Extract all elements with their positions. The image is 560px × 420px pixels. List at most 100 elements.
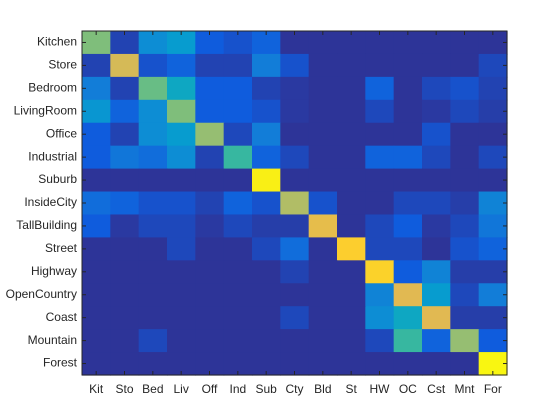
heatmap-cell	[450, 122, 480, 147]
heatmap-cell	[365, 99, 395, 124]
heatmap-cell	[393, 260, 423, 284]
heatmap-cell	[252, 99, 281, 124]
heatmap-cell	[167, 283, 196, 307]
heatmap-cell	[138, 237, 168, 261]
heatmap-cell	[82, 168, 111, 193]
x-tick-label: Liv	[173, 382, 188, 396]
heatmap-cell	[167, 76, 196, 101]
heatmap-cell	[478, 352, 508, 376]
heatmap-cell	[308, 99, 338, 124]
heatmap-cell	[223, 145, 253, 170]
heatmap-cell	[252, 237, 281, 261]
heatmap-cell	[422, 352, 451, 376]
heatmap-cell	[223, 352, 253, 376]
heatmap-cell	[337, 99, 366, 124]
heatmap-cell	[252, 122, 281, 147]
heatmap-cell	[365, 329, 395, 353]
x-tick-label: Cst	[427, 382, 446, 396]
heatmap-cell	[478, 53, 508, 78]
heatmap-cell	[195, 145, 225, 170]
heatmap-cell	[280, 168, 310, 193]
heatmap-cell	[365, 31, 395, 55]
heatmap-cell	[195, 329, 225, 353]
heatmap-cell	[195, 168, 225, 193]
heatmap-cell	[478, 99, 508, 124]
heatmap-cell	[478, 237, 508, 261]
heatmap-cell	[82, 191, 111, 216]
heatmap-cell	[110, 168, 140, 193]
heatmap-cell	[110, 53, 140, 78]
heatmap-cell	[422, 31, 451, 55]
y-tick-label: LivingRoom	[14, 103, 77, 117]
heatmap-cell	[450, 260, 480, 284]
heatmap-cell	[252, 76, 281, 101]
heatmap-cell	[450, 53, 480, 78]
heatmap-cell	[195, 283, 225, 307]
heatmap-cell	[365, 352, 395, 376]
heatmap-cell	[167, 260, 196, 284]
heatmap-cell	[337, 283, 366, 307]
heatmap-cell	[393, 145, 423, 170]
heatmap-cell	[308, 191, 338, 216]
heatmap-cell	[478, 260, 508, 284]
heatmap-cell	[393, 53, 423, 78]
heatmap-cell	[223, 237, 253, 261]
heatmap-cell	[82, 283, 111, 307]
heatmap-cell	[280, 306, 310, 330]
heatmap-cell	[82, 237, 111, 261]
heatmap-cell	[450, 214, 480, 238]
y-tick-label: TallBuilding	[16, 218, 77, 232]
heatmap-cell	[337, 214, 366, 238]
heatmap-cell	[393, 191, 423, 216]
heatmap-cell	[422, 329, 451, 353]
heatmap-cell	[365, 122, 395, 147]
heatmap-cell	[422, 122, 451, 147]
heatmap-cell	[223, 122, 253, 147]
heatmap-cell	[110, 329, 140, 353]
heatmap-cell	[478, 122, 508, 147]
heatmap-cell	[450, 306, 480, 330]
x-tick-label: Bld	[314, 382, 331, 396]
heatmap-cell	[478, 191, 508, 216]
heatmap-cell	[478, 168, 508, 193]
heatmap-cell	[337, 329, 366, 353]
heatmap-cell	[223, 99, 253, 124]
heatmap-cell	[308, 168, 338, 193]
heatmap-cell	[478, 145, 508, 170]
heatmap-cell	[195, 352, 225, 376]
heatmap-cell	[308, 260, 338, 284]
heatmap-cell	[195, 99, 225, 124]
heatmap-cell	[195, 76, 225, 101]
heatmap-cell	[167, 214, 196, 238]
x-tick-label: St	[345, 382, 357, 396]
heatmap-cell	[252, 31, 281, 55]
x-tick-label: Cty	[286, 382, 304, 396]
heatmap-cell	[478, 283, 508, 307]
heatmap-cell	[280, 329, 310, 353]
heatmap-cell	[223, 260, 253, 284]
x-tick-label: Mnt	[454, 382, 475, 396]
heatmap-cell	[422, 283, 451, 307]
heatmap-cell	[195, 191, 225, 216]
heatmap-cell	[478, 329, 508, 353]
heatmap-cell	[393, 31, 423, 55]
heatmap-cell	[365, 260, 395, 284]
heatmap-cell	[308, 145, 338, 170]
axis-ticks	[82, 31, 507, 375]
heatmap-cell	[422, 214, 451, 238]
heatmap-cell	[223, 168, 253, 193]
heatmap-cell	[280, 76, 310, 101]
heatmap-cell	[110, 283, 140, 307]
heatmap-cell	[252, 283, 281, 307]
heatmap-cell	[138, 214, 168, 238]
heatmap-cell	[138, 99, 168, 124]
heatmap-cell	[450, 168, 480, 193]
heatmap-cell	[82, 76, 111, 101]
heatmap-cell	[308, 76, 338, 101]
heatmap-cell	[252, 214, 281, 238]
y-tick-label: Kitchen	[37, 35, 77, 49]
heatmap-cell	[337, 122, 366, 147]
heatmap-cell	[252, 306, 281, 330]
heatmap-cell	[110, 145, 140, 170]
